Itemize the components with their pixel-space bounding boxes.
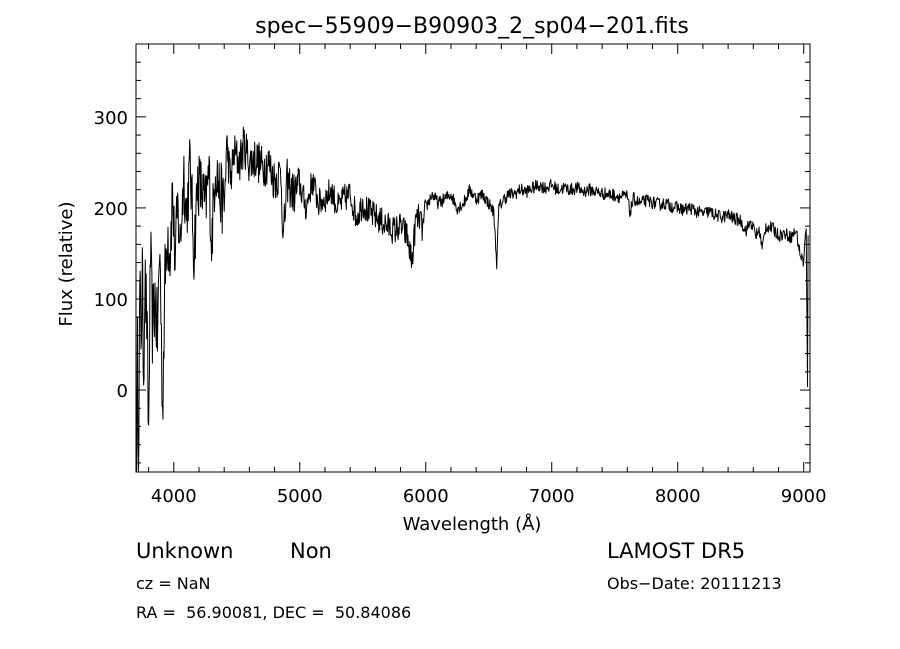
plot-frame [135,43,811,473]
x-tick-label: 4000 [151,486,197,507]
y-tick-label: 0 [117,381,128,402]
spectrum-line [136,126,809,473]
x-axis: 4000 5000 6000 7000 8000 9000 [148,44,827,507]
x-tick-label: 9000 [781,486,827,507]
y-tick-label: 200 [94,199,128,220]
object-subclass: Non [290,539,332,563]
x-tick-label: 8000 [655,486,701,507]
survey-name: LAMOST DR5 [607,539,746,563]
redshift-value: cz = NaN [136,574,211,593]
y-tick-label: 300 [94,108,128,129]
x-axis-label: Wavelength (Å) [403,513,542,535]
x-tick-label: 5000 [277,486,323,507]
chart-title: spec−55909−B90903_2_sp04−201.fits [255,14,689,39]
object-class: Unknown [136,539,234,563]
obs-date: Obs−Date: 20111213 [607,574,782,593]
y-tick-label: 100 [94,290,128,311]
coordinates: RA = 56.90081, DEC = 50.84086 [136,603,412,622]
y-axis: 0 100 200 300 [94,43,810,464]
x-tick-label: 7000 [529,486,575,507]
y-axis-label: Flux (relative) [56,201,77,326]
x-tick-label: 6000 [403,486,449,507]
